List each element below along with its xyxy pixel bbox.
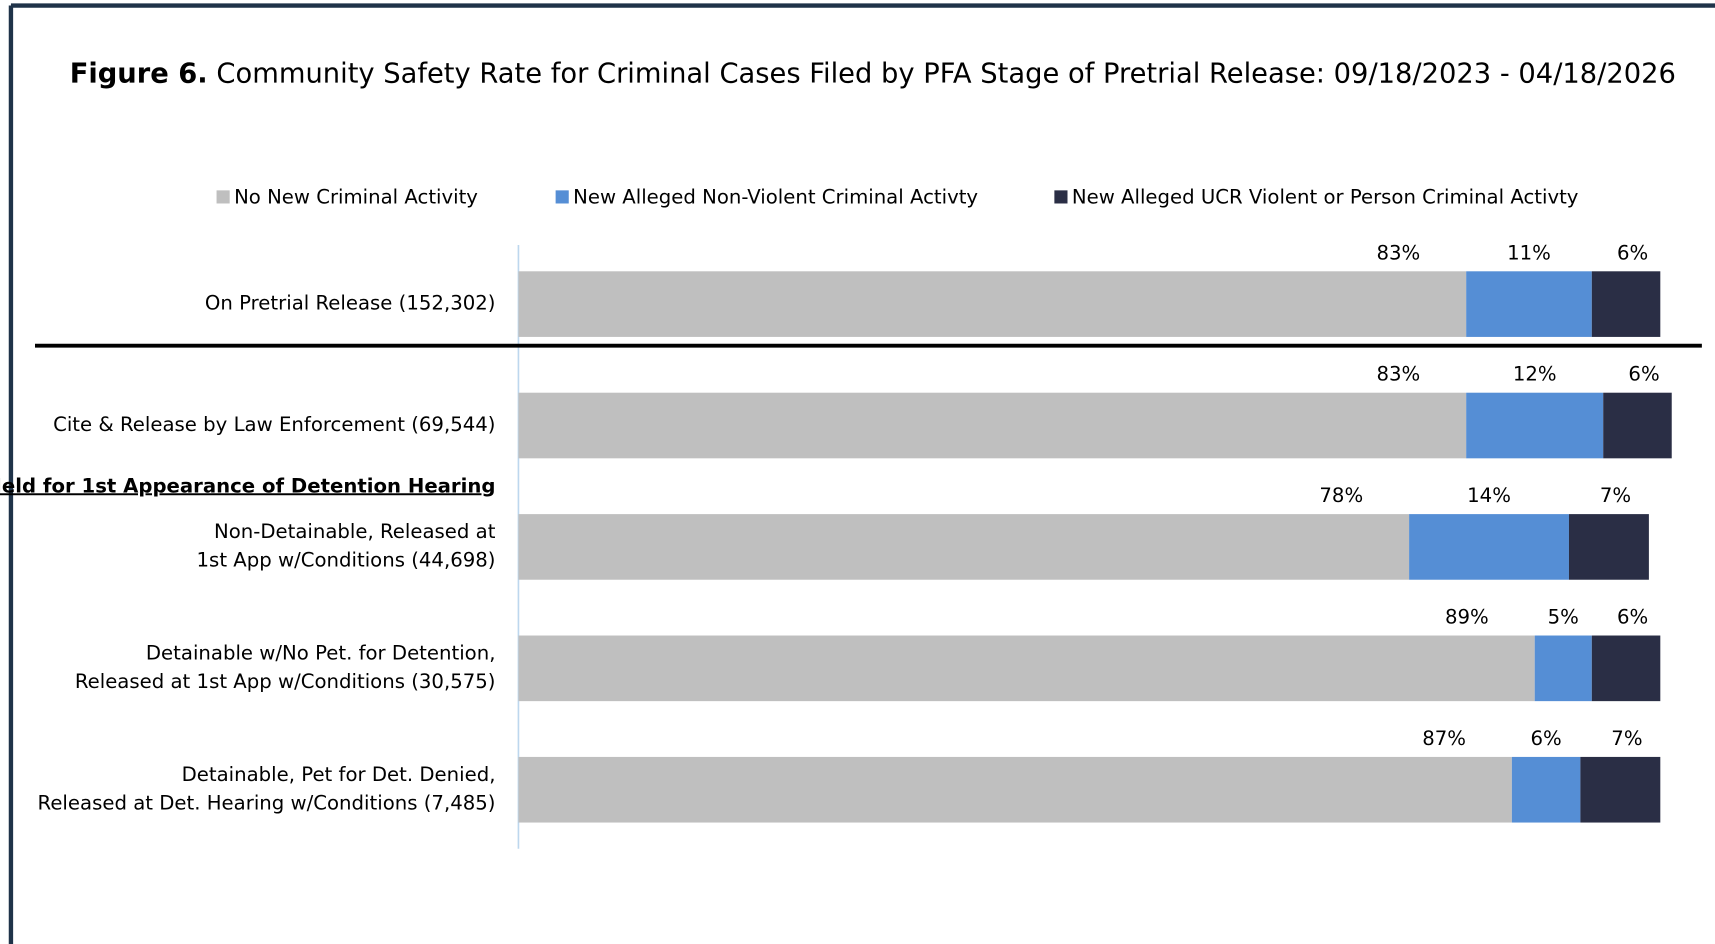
legend-label: No New Criminal Activity [234,186,478,209]
data-label: 78% [1319,484,1363,507]
bar-segment [1568,514,1649,580]
bar-segment [518,271,1467,337]
category-label-box: Cite & Release by Law Enforcement (69,54… [53,413,496,437]
data-label: 89% [1445,606,1489,629]
data-label: 7% [1611,727,1642,750]
data-label: 83% [1377,363,1421,386]
data-label: 87% [1422,727,1466,750]
title-label: Figure 6. [70,58,208,89]
bar-segment [518,514,1410,580]
data-label: 14% [1467,484,1511,507]
bar-segment [518,756,1512,823]
bar-segment [518,635,1535,702]
data-label: 5% [1548,606,1579,629]
data-label: 6% [1628,363,1659,386]
category-label-box: Non-Detainable, Released at 1st App w/Co… [196,520,496,573]
category-label: Non-Detainable, Released at 1st App w/Co… [196,520,496,573]
legend-label: New Alleged Non-Violent Criminal Activty [573,186,978,209]
data-label: 83% [1377,241,1421,264]
section-heading: Held for 1st Appearance of Detention Hea… [0,474,495,497]
category-label-box: Detainable w/No Pet. for Detention, Rele… [74,642,496,694]
title-text: Community Safety Rate for Criminal Cases… [216,58,1676,89]
data-label: 11% [1507,241,1551,264]
bar-segment [518,392,1467,459]
legend-swatch [1054,190,1068,204]
category-label: Detainable w/No Pet. for Detention, Rele… [74,642,496,694]
bar-segment [1511,756,1581,823]
legend-label: New Alleged UCR Violent or Person Crimin… [1072,186,1579,209]
legend-swatch [555,190,569,204]
data-label: 12% [1513,363,1557,386]
bar-segment [1591,635,1661,702]
category-label: Cite & Release by Law Enforcement (69,54… [53,413,496,437]
legend-swatch [216,190,230,204]
bar-segment [1534,635,1592,702]
category-label: On Pretrial Release (152,302) [204,292,496,316]
bar-segment [1466,271,1592,337]
category-label: Detainable, Pet for Det. Denied, Release… [37,763,496,815]
data-label: 7% [1600,484,1631,507]
bar-segment [1580,756,1661,823]
data-label: 6% [1617,241,1648,264]
bar-segment [1409,514,1569,580]
data-label: 6% [1617,606,1648,629]
category-label-box: On Pretrial Release (152,302) [204,292,496,316]
bar-segment [1603,392,1672,459]
bar-segment [1466,392,1604,459]
bar-segment [1591,271,1661,337]
category-label-box: Detainable, Pet for Det. Denied, Release… [37,763,496,815]
chart-title: Figure 6. Community Safety Rate for Crimi… [70,58,1676,89]
data-label: 6% [1531,727,1562,750]
